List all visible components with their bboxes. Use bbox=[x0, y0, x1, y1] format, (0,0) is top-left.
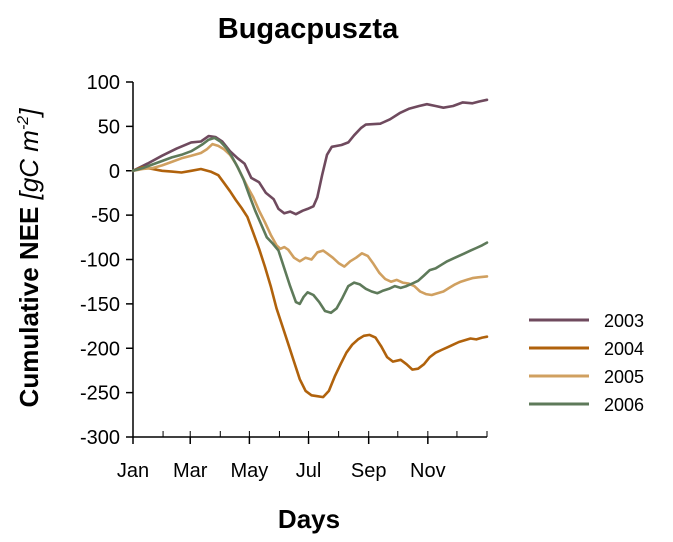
y-axis-label: Cumulative NEE [gC m-2] bbox=[14, 108, 44, 408]
legend-label-2004: 2004 bbox=[604, 339, 644, 359]
x-tick-label: Jan bbox=[117, 460, 149, 482]
series-line-2006 bbox=[131, 136, 489, 315]
y-tick-label: 0 bbox=[109, 161, 120, 183]
y-tick-label: 100 bbox=[87, 72, 120, 94]
x-tick-label: Sep bbox=[351, 460, 387, 482]
x-tick-label: May bbox=[230, 460, 268, 482]
x-tick-label: Jul bbox=[296, 460, 322, 482]
y-tick-label: 50 bbox=[98, 116, 120, 138]
y-tick-label: -300 bbox=[80, 427, 120, 449]
y-tick-label: -200 bbox=[80, 338, 120, 360]
series-line-2005 bbox=[131, 142, 489, 297]
y-tick-label: -250 bbox=[80, 383, 120, 405]
series-line-2004 bbox=[131, 165, 489, 399]
legend-label-2003: 2003 bbox=[604, 311, 644, 331]
x-axis-label: Days bbox=[278, 504, 340, 534]
y-axis-label-sup: -2 bbox=[15, 116, 32, 130]
legend-label-2005: 2005 bbox=[604, 367, 644, 387]
plot-area: 100 50 0 -50 -100 -150 -200 -250 -300 Jan Mar May Ju… bbox=[80, 72, 489, 482]
y-axis-label-main: Cumulative NEE bbox=[14, 199, 44, 407]
y-tick-label: -100 bbox=[80, 250, 120, 272]
legend: 2003 2004 2005 2006 bbox=[529, 311, 644, 415]
x-tick-label: Nov bbox=[410, 460, 446, 482]
legend-label-2006: 2006 bbox=[604, 395, 644, 415]
y-tick-label: -150 bbox=[80, 294, 120, 316]
chart-title: Bugacpuszta bbox=[218, 13, 399, 45]
y-axis-label-close: ] bbox=[14, 108, 44, 119]
x-tick-label: Mar bbox=[173, 460, 208, 482]
y-tick-label: -50 bbox=[91, 205, 120, 227]
y-axis-label-unit: [gC m bbox=[14, 130, 44, 200]
